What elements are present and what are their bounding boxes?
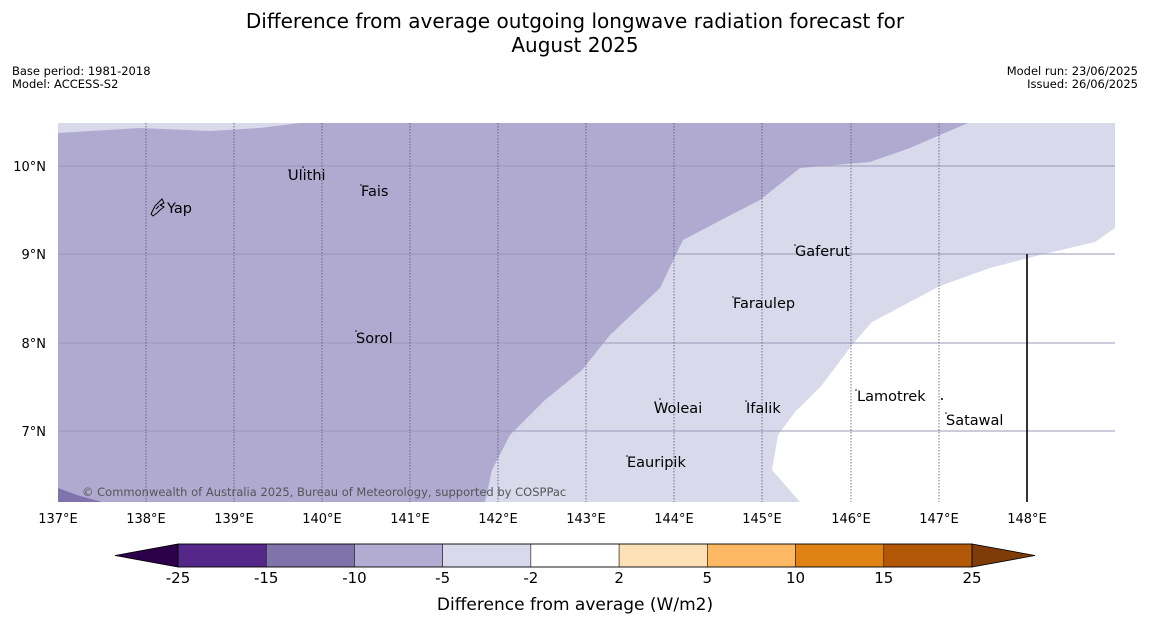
- place-label-sorol: Sorol: [356, 331, 393, 347]
- colorbar-bin-5: [530, 543, 620, 568]
- colorbar-bin-4: [442, 543, 532, 568]
- model-name: Model: ACCESS-S2: [12, 77, 119, 91]
- place-label-woleai: Woleai: [654, 401, 702, 417]
- colorbar-tick-label: 5: [703, 569, 713, 587]
- colorbar-bin-7: [707, 543, 796, 568]
- lon-tick-142e: 142°E: [478, 512, 518, 527]
- map-title-line2: August 2025: [511, 33, 639, 57]
- meta-left: Base period: 1981-2018 Model: ACCESS-S2: [12, 65, 151, 91]
- colorbar-tick-label: 25: [962, 569, 981, 587]
- place-label-eauripik: Eauripik: [627, 455, 686, 471]
- colorbar-tick-labels: -25 -15 -10 -5 -2 2 5 10 15 25: [166, 569, 982, 587]
- colorbar-label: Difference from average (W/m2): [437, 595, 713, 615]
- place-label-yap: Yap: [166, 201, 192, 217]
- anomaly-region-top-strip: [58, 123, 300, 133]
- colorbar-bin-8: [795, 543, 885, 568]
- colorbar-bins: [177, 543, 973, 568]
- colorbar-extend-low: [114, 543, 179, 568]
- lon-gridlines: [145, 123, 940, 502]
- place-labels: Ulithi Fais Yap Gaferut Faraulep Sorol L…: [166, 168, 1003, 471]
- place-label-ifalik: Ifalik: [746, 401, 781, 417]
- place-label-lamotrek: Lamotrek: [857, 389, 926, 405]
- colorbar-tick-label: 15: [874, 569, 893, 587]
- lat-tick-7n: 7°N: [22, 425, 47, 440]
- lon-tick-140e: 140°E: [302, 512, 342, 527]
- lon-tick-137e: 137°E: [38, 512, 78, 527]
- model-run: Model run: 23/06/2025: [1006, 64, 1138, 78]
- map-title-line1: Difference from average outgoing longwav…: [245, 9, 905, 33]
- lon-tick-145e: 145°E: [742, 512, 782, 527]
- lon-tick-138e: 138°E: [126, 512, 166, 527]
- issued-date: Issued: 26/06/2025: [1027, 77, 1138, 91]
- colorbar-tick-label: -10: [342, 569, 367, 587]
- place-label-gaferut: Gaferut: [795, 244, 850, 260]
- colorbar-frame: [177, 543, 973, 568]
- copyright-notice: © Commonwealth of Australia 2025, Bureau…: [82, 485, 566, 499]
- map-area: Ulithi Fais Yap Gaferut Faraulep Sorol L…: [58, 123, 1115, 502]
- yap-island-outline: [150, 198, 165, 217]
- lon-tick-labels: 137°E 138°E 139°E 140°E 141°E 142°E 143°…: [38, 512, 1047, 527]
- colorbar-tick-label: -25: [166, 569, 191, 587]
- colorbar-tick-label: -15: [254, 569, 279, 587]
- colorbar-bin-2: [265, 543, 355, 568]
- colorbar-tick-label: -2: [523, 569, 538, 587]
- lat-tick-8n: 8°N: [22, 337, 47, 352]
- lat-tick-10n: 10°N: [13, 160, 46, 175]
- map-title: Difference from average outgoing longwav…: [0, 9, 1150, 57]
- colorbar-tick-label: 10: [786, 569, 805, 587]
- colorbar-extend-high: [971, 543, 1036, 568]
- lon-tick-139e: 139°E: [214, 512, 254, 527]
- lon-tick-148e: 148°E: [1007, 512, 1047, 527]
- lon-tick-144e: 144°E: [654, 512, 694, 527]
- colorbar-bin-9: [883, 543, 973, 568]
- colorbar-bin-3: [354, 543, 443, 568]
- place-label-faraulep: Faraulep: [733, 296, 795, 312]
- lon-tick-147e: 147°E: [919, 512, 959, 527]
- colorbar-bin-6: [618, 543, 708, 568]
- place-label-satawal: Satawal: [946, 413, 1003, 429]
- lat-tick-labels: 10°N 9°N 8°N 7°N: [13, 160, 46, 440]
- lon-tick-143e: 143°E: [566, 512, 606, 527]
- place-label-ulithi: Ulithi: [288, 168, 326, 184]
- lon-tick-141e: 141°E: [390, 512, 430, 527]
- base-period: Base period: 1981-2018: [12, 64, 151, 78]
- anomaly-region-white: [772, 228, 1115, 502]
- colorbar-tick-label: -5: [435, 569, 450, 587]
- colorbar-bin-1: [177, 543, 267, 568]
- lon-tick-146e: 146°E: [831, 512, 871, 527]
- colorbar: -25 -15 -10 -5 -2 2 5 10 15 25 Difference from av…: [114, 543, 1036, 615]
- meta-right: Model run: 23/06/2025 Issued: 26/06/2025: [1007, 65, 1138, 91]
- place-label-fais: Fais: [361, 184, 388, 200]
- island-dots: [288, 166, 947, 457]
- lat-tick-9n: 9°N: [22, 248, 47, 263]
- anomaly-region-dark-purple: [58, 488, 102, 502]
- anomaly-region-purple: [58, 123, 968, 502]
- colorbar-tick-label: 2: [614, 569, 624, 587]
